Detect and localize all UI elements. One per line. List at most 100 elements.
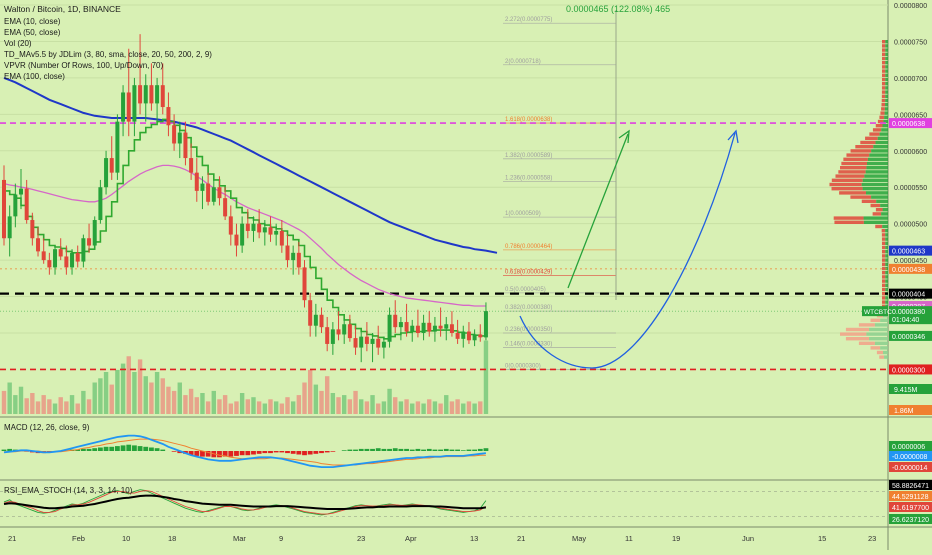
macd-histogram-bar — [358, 448, 364, 451]
macd-histogram-bar — [302, 451, 307, 456]
indicator-vpvr[interactable]: VPVR (Number Of Rows, 100, Up/Down, 70) — [4, 61, 164, 70]
macd-histogram-bar — [1, 449, 7, 451]
candle-body — [421, 322, 426, 333]
vpvr-buy-row — [885, 241, 888, 245]
candle-body — [330, 329, 335, 344]
vpvr-buy-row — [866, 191, 888, 195]
volume-bar — [177, 382, 182, 414]
vpvr-buy-row — [865, 170, 888, 174]
price-axis-label: 0.0000450 — [894, 258, 927, 265]
vpvr-buy-row — [874, 341, 888, 345]
vpvr-sell-row — [850, 195, 872, 199]
vpvr-buy-row — [885, 283, 888, 287]
rsi-badge-label: 26.6237120 — [892, 517, 929, 524]
vpvr-buy-row — [862, 178, 888, 182]
indicator-volume[interactable]: Vol (20) — [4, 39, 32, 48]
volume-bar — [376, 403, 381, 414]
volume-bar — [200, 393, 205, 414]
candle-body — [387, 314, 392, 342]
macd-histogram-bar — [426, 448, 432, 451]
indicator-td-ma[interactable]: TD_MAv5.5 by JDLim (3, 80, sma, close, 2… — [4, 50, 212, 59]
indicator-ema100[interactable]: EMA (100, close) — [4, 72, 65, 81]
volume-bar — [120, 363, 126, 414]
volume-bar — [262, 403, 268, 414]
vpvr-sell-row — [876, 350, 884, 355]
fib-level-label: 0(0.0000300) — [505, 363, 541, 369]
vpvr-sell-row — [879, 355, 885, 359]
volume-bar — [183, 395, 188, 414]
green-projection-arrow[interactable] — [567, 133, 629, 289]
vpvr-buy-row — [884, 115, 888, 119]
price-badge — [889, 263, 932, 274]
candle-body — [342, 324, 347, 335]
volume-bar — [7, 382, 12, 414]
rsi-stoch-d-line — [3, 490, 487, 515]
volume-bar — [35, 401, 41, 414]
macd-histogram-bar — [353, 449, 358, 451]
vpvr-buy-row — [885, 98, 888, 103]
volume-bar — [126, 356, 131, 414]
volume-bar — [222, 395, 228, 414]
vpvr-buy-row — [867, 161, 888, 166]
vpvr-buy-row — [885, 287, 888, 292]
volume-bar — [393, 397, 398, 414]
vpvr-buy-row — [885, 279, 888, 283]
horizontal-levels[interactable] — [0, 122, 888, 371]
time-axis-label: 18 — [168, 534, 176, 543]
indicator-ema50[interactable]: EMA (50, close) — [4, 28, 61, 37]
vpvr-sell-row — [840, 166, 867, 170]
green-arrowhead-icon — [618, 129, 630, 144]
macd-histogram-bar — [160, 449, 166, 451]
fib-level-label: 1.382(0.0000589) — [505, 153, 552, 159]
vpvr-buy-row — [882, 208, 888, 212]
volume-badge — [889, 405, 932, 415]
macd-histogram-bar — [290, 451, 296, 454]
rsi-badge-label: 58.8826471 — [892, 483, 929, 490]
vpvr-buy-row — [885, 103, 888, 107]
macd-histogram-bar — [438, 449, 443, 451]
candle-body — [183, 132, 188, 159]
rsi-label[interactable]: RSI_EMA_STOCH (14, 3, 3, 14, 10) — [4, 486, 133, 495]
vpvr-sell-row — [870, 318, 881, 322]
vpvr-sell-row — [834, 220, 864, 224]
candle-body — [347, 324, 352, 339]
vpvr-buy-row — [885, 86, 888, 90]
volume-bar — [364, 401, 370, 414]
time-axis[interactable]: 21 Feb 10 18 Mar 9 23 Apr 13 21 May 11 19 Jun 15 23 — [8, 534, 876, 543]
vpvr-sell-row — [881, 73, 886, 77]
candle-body — [353, 338, 358, 348]
rsi-badge-label: 41.6197700 — [892, 505, 929, 512]
symbol-title[interactable]: Walton / Bitcoin, 1D, BINANCE — [4, 4, 121, 14]
vpvr-sell-row — [882, 44, 886, 48]
vpvr-buy-row — [880, 203, 888, 208]
vpvr-buy-row — [885, 275, 888, 279]
vpvr-buy-row — [883, 350, 888, 355]
candle-body — [155, 85, 160, 104]
vpvr-sell-row — [882, 52, 886, 56]
price-axis-label: 0.0000650 — [894, 112, 927, 119]
price-badge-label: 01:04:40 — [892, 317, 919, 324]
volume-bar — [302, 382, 307, 414]
price-badge — [889, 288, 932, 299]
candle-body — [7, 216, 12, 239]
time-axis-label: 23 — [868, 534, 876, 543]
fibonacci-extension[interactable]: 2.272(0.0000775) 2(0.0000718) 1.618(0.0000… — [503, 17, 616, 370]
volume-bar — [370, 395, 375, 414]
fib-level-label: 0.236(0.0000350) — [505, 327, 552, 333]
blue-projection-curve[interactable] — [519, 132, 736, 369]
price-axis[interactable]: 0.0000800 0.0000750 0.0000700 0.0000650 0.00… — [862, 3, 932, 524]
macd-label[interactable]: MACD (12, 26, close, 9) — [4, 423, 90, 432]
candle-body — [466, 331, 471, 341]
candle-body — [115, 121, 120, 173]
volume-bar — [47, 399, 52, 414]
vpvr-sell-row — [865, 136, 878, 140]
candle-body — [24, 188, 29, 221]
projection-drawings[interactable] — [519, 129, 739, 369]
macd-histogram-bar — [228, 451, 234, 457]
vpvr-sell-row — [845, 337, 870, 341]
indicator-ema10[interactable]: EMA (10, close) — [4, 17, 61, 26]
time-axis-label: Mar — [233, 534, 246, 543]
candles[interactable] — [2, 34, 488, 363]
volume-bar — [347, 399, 353, 414]
